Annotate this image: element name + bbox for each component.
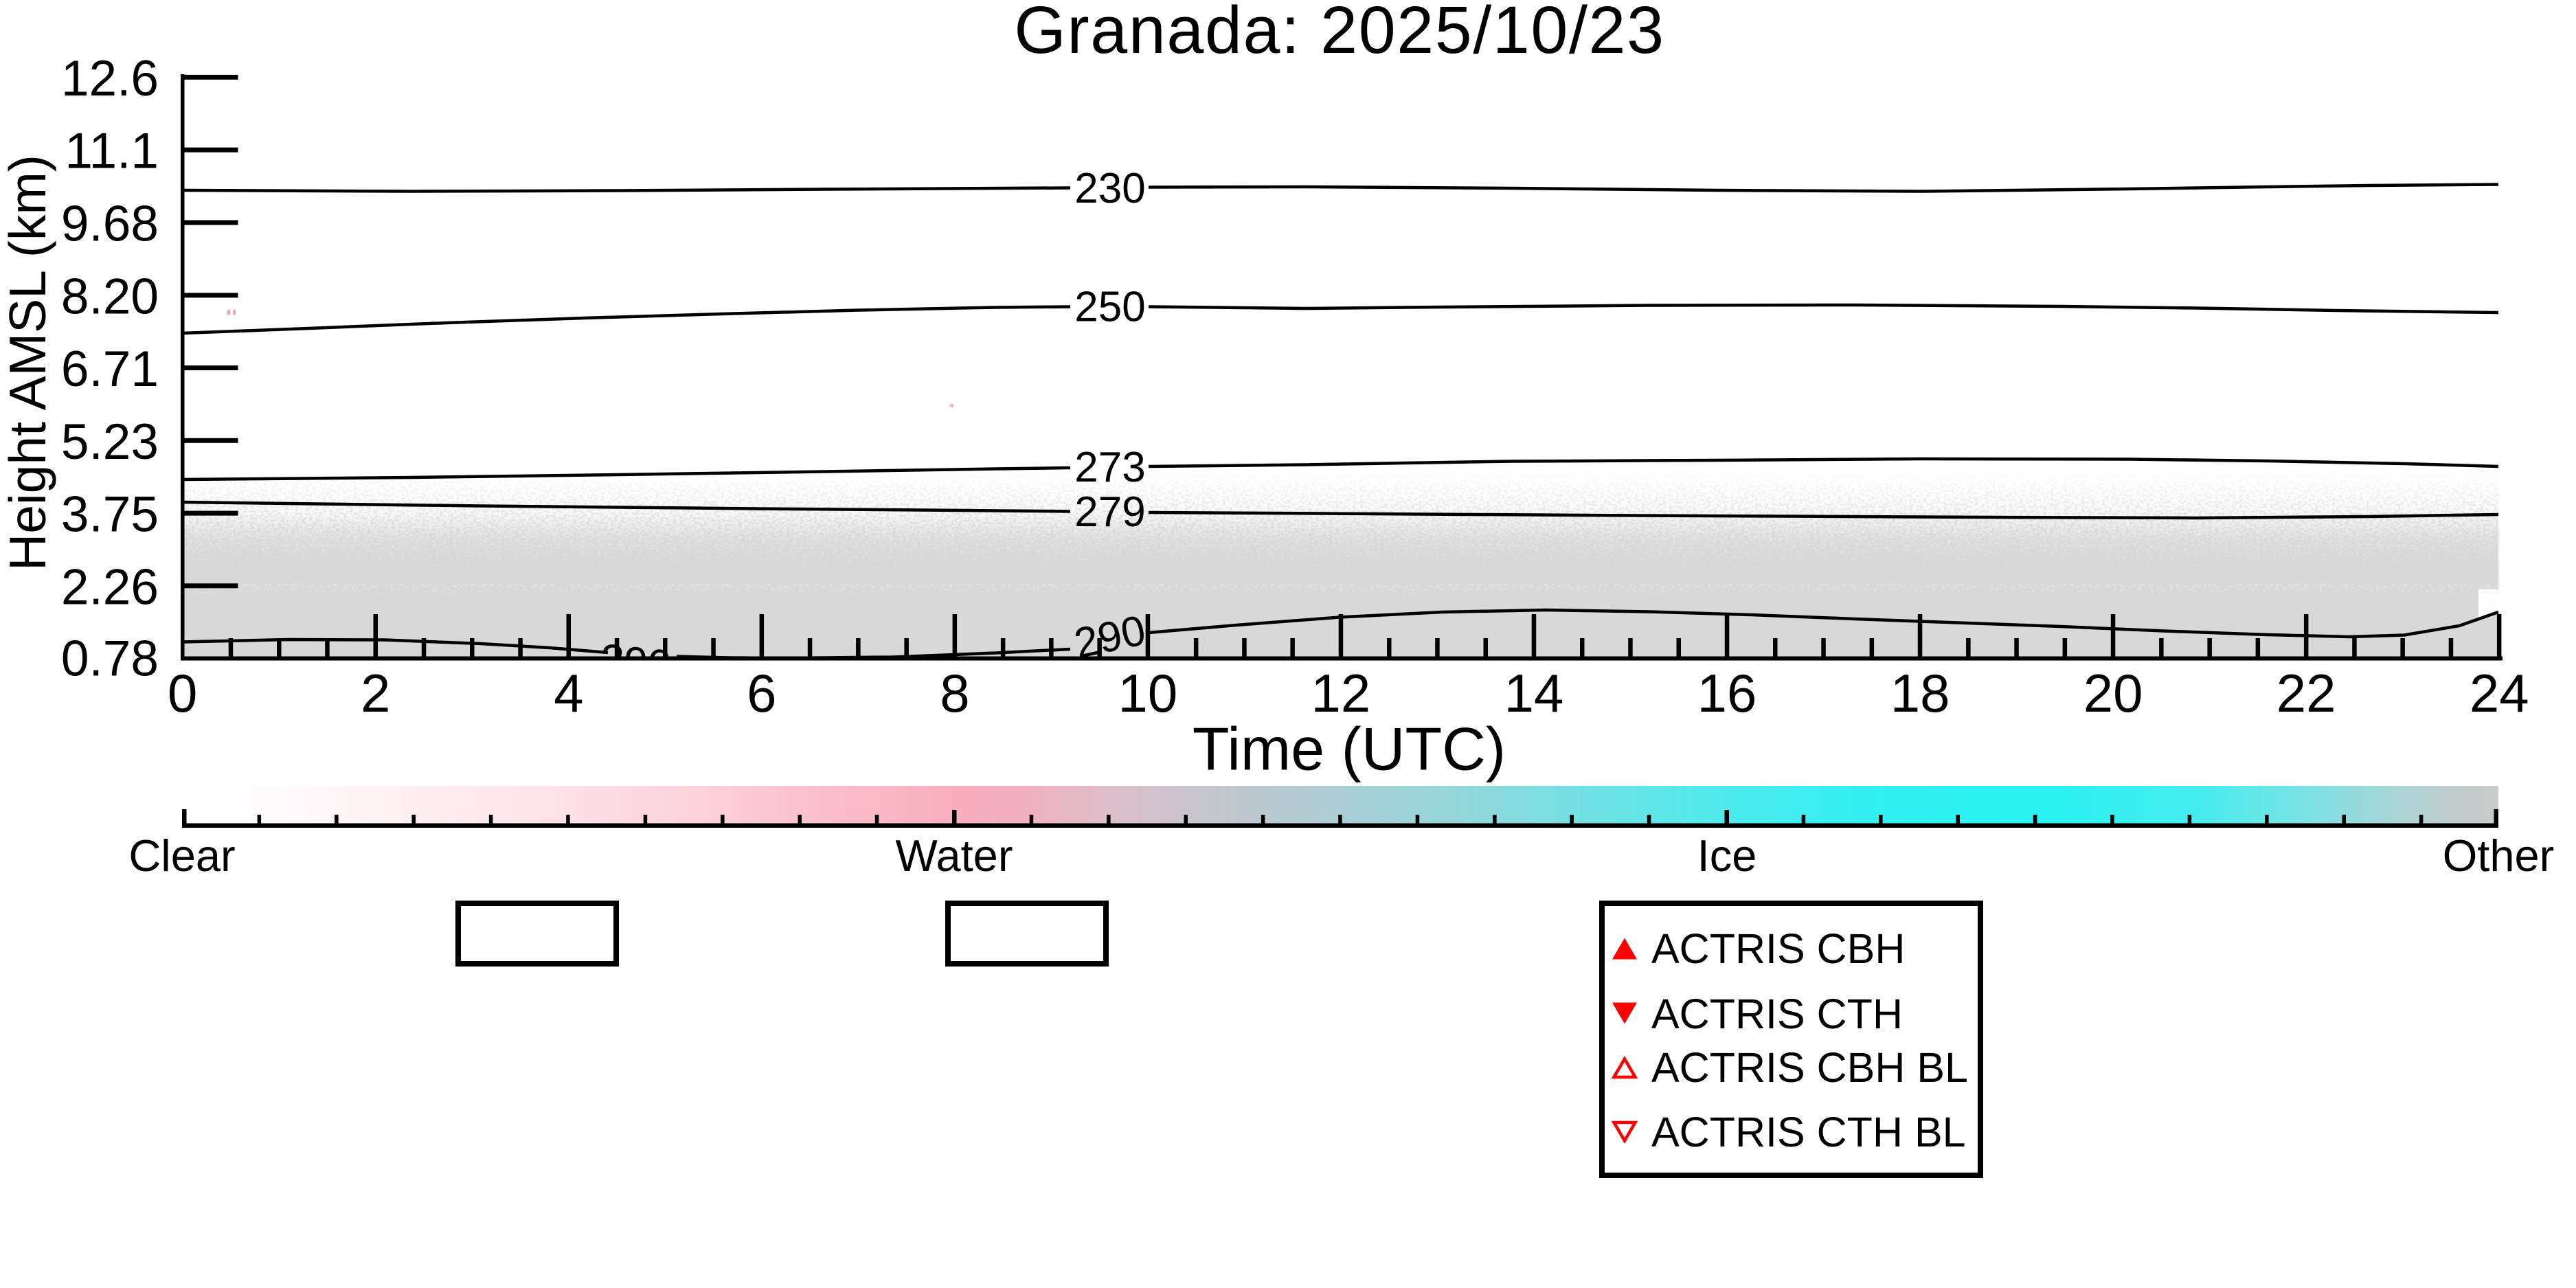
- svg-text:230: 230: [1074, 165, 1145, 212]
- svg-text:6: 6: [747, 663, 776, 723]
- svg-text:2.26: 2.26: [61, 559, 159, 615]
- svg-text:12: 12: [1311, 663, 1371, 723]
- svg-text:ACTRIS CBH BL: ACTRIS CBH BL: [1651, 1044, 1968, 1091]
- svg-text:Clear: Clear: [128, 831, 235, 881]
- svg-text:250: 250: [1074, 284, 1145, 331]
- svg-text:ACTRIS CBH: ACTRIS CBH: [1651, 925, 1905, 972]
- svg-text:24: 24: [2470, 663, 2529, 723]
- svg-text:Ice: Ice: [1697, 831, 1757, 881]
- svg-text:Other: Other: [2443, 831, 2555, 881]
- svg-text:9.68: 9.68: [61, 196, 159, 252]
- svg-text:ACTRIS CTH BL: ACTRIS CTH BL: [1651, 1109, 1966, 1155]
- svg-text:8.20: 8.20: [61, 269, 159, 324]
- svg-text:12.6: 12.6: [61, 51, 159, 106]
- svg-text:ACTRIS CTH: ACTRIS CTH: [1651, 991, 1903, 1037]
- svg-text:18: 18: [1890, 663, 1950, 723]
- svg-text:11.1: 11.1: [65, 124, 159, 179]
- svg-text:Water: Water: [896, 831, 1013, 881]
- svg-text:6.71: 6.71: [61, 341, 159, 397]
- svg-text:5.23: 5.23: [61, 414, 159, 470]
- svg-text:4: 4: [554, 663, 583, 723]
- svg-text:0: 0: [168, 663, 197, 723]
- svg-text:0.78: 0.78: [61, 631, 159, 687]
- svg-text:3.75: 3.75: [61, 487, 159, 543]
- svg-text:Height AMSL (km): Height AMSL (km): [0, 155, 56, 571]
- svg-text:279: 279: [1074, 488, 1145, 536]
- svg-text:14: 14: [1504, 663, 1564, 723]
- svg-text:20: 20: [2083, 663, 2143, 723]
- svg-text:16: 16: [1697, 663, 1757, 723]
- svg-text:Time (UTC): Time (UTC): [1193, 715, 1506, 783]
- svg-text:10: 10: [1118, 663, 1178, 723]
- svg-text:2: 2: [361, 663, 390, 723]
- svg-text:22: 22: [2276, 663, 2336, 723]
- svg-text:8: 8: [940, 663, 969, 723]
- svg-text:Granada: 2025/10/23: Granada: 2025/10/23: [1014, 0, 1664, 67]
- svg-text:290: 290: [598, 635, 673, 690]
- svg-text:273: 273: [1074, 444, 1145, 491]
